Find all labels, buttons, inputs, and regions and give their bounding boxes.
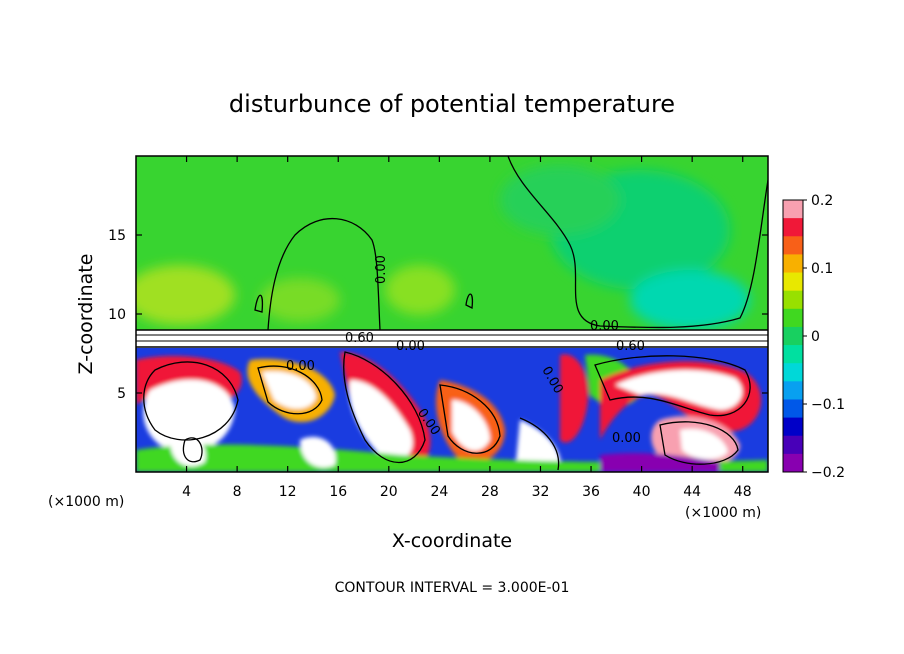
colorbar-swatch	[783, 272, 803, 292]
x-axis-label: X-coordinate	[392, 530, 512, 552]
colorbar-swatch	[783, 399, 803, 419]
x-tick-label: 20	[380, 484, 398, 500]
colorbar-tick-label: −0.1	[811, 397, 845, 413]
contour-lines	[143, 156, 768, 471]
colorbar-swatch	[783, 218, 803, 237]
colorbar-swatch	[783, 308, 803, 328]
x-tick-label: 24	[430, 484, 448, 500]
colorbar-swatch	[783, 381, 803, 400]
contour-label: 0.00	[286, 359, 315, 374]
x-tick-label: 4	[182, 484, 191, 500]
x-tick-label: 28	[481, 484, 499, 500]
colorbar-tick-label: −0.2	[811, 465, 845, 481]
x-axis-ticks: 4 8 12 16 20 24 28 32 36 40 44 48	[182, 156, 752, 500]
x-tick-label: 32	[532, 484, 550, 500]
x-tick-label: 16	[329, 484, 347, 500]
y-tick-label: 10	[108, 307, 126, 323]
y-axis-label: Z-coordinate	[75, 254, 97, 375]
contour-labels: 0.00 0.00 0.00 0.00 0.00 0.00 0.60 0.60 …	[286, 255, 645, 446]
x-unit-right: (×1000 m)	[685, 505, 761, 521]
x-tick-label: 8	[233, 484, 242, 500]
x-tick-label: 44	[683, 484, 701, 500]
colorbar-swatch	[783, 200, 803, 219]
colorbar-swatch	[783, 417, 803, 437]
y-axis-ticks: 5 10 15	[108, 228, 768, 402]
colorbar-swatch	[783, 254, 803, 274]
contour-label: 0.00	[612, 431, 641, 446]
x-tick-label: 40	[633, 484, 651, 500]
plot-area	[136, 156, 768, 472]
contour-label: 0.00	[374, 255, 389, 284]
colorbar-swatch	[783, 345, 803, 364]
inversion-band	[136, 330, 768, 348]
colorbar-swatch	[783, 290, 803, 310]
contour-label: 0.60	[345, 331, 374, 346]
contour-label: 0.00	[396, 339, 425, 354]
colorbar-tick-label: 0.2	[811, 193, 833, 209]
colorbar-swatch	[783, 236, 803, 255]
x-tick-label: 36	[582, 484, 600, 500]
contour-label: 0.00	[590, 319, 619, 334]
contour-label: 0.60	[616, 339, 645, 354]
chart-title: disturbunce of potential temperature	[229, 90, 675, 118]
x-tick-label: 48	[734, 484, 752, 500]
y-tick-label: 15	[108, 228, 126, 244]
contour-interval-footer: CONTOUR INTERVAL = 3.000E-01	[335, 580, 570, 596]
x-unit-left: (×1000 m)	[48, 494, 124, 510]
colorbar-swatch	[783, 326, 803, 346]
colorbar	[783, 200, 803, 473]
colorbar-swatch	[783, 435, 803, 455]
colorbar-tick-label: 0	[811, 329, 820, 345]
colorbar-ticks: 0.2 0.1 0 −0.1 −0.2	[803, 193, 845, 481]
x-tick-label: 12	[279, 484, 297, 500]
colorbar-swatch	[783, 453, 803, 473]
upper-layer-shading	[136, 165, 750, 330]
colorbar-swatch	[783, 363, 803, 382]
y-tick-label: 5	[117, 386, 126, 402]
colorbar-tick-label: 0.1	[811, 261, 833, 277]
